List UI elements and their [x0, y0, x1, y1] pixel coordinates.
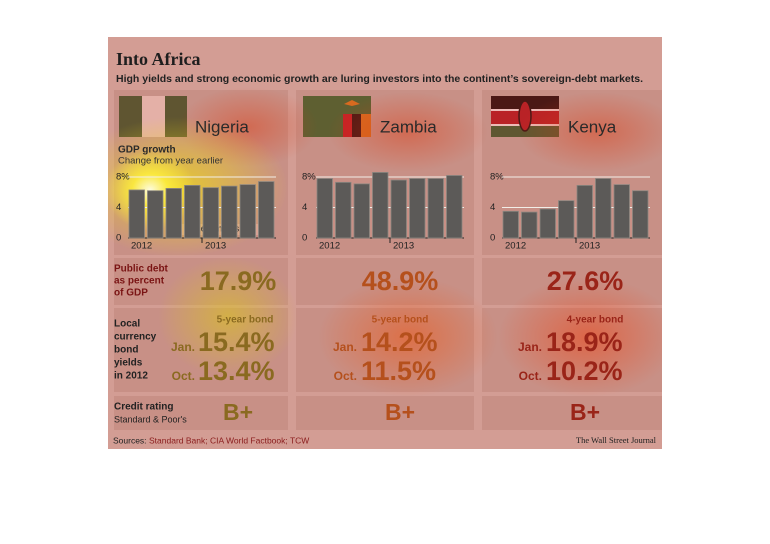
public-debt: 48.9% [362, 266, 439, 296]
yield-label: Local [114, 319, 140, 330]
x-tick-label: 2012 [131, 241, 152, 252]
y-tick-label: 4 [490, 202, 495, 213]
public-debt: 27.6% [547, 266, 624, 296]
bar [202, 187, 219, 239]
bar [239, 184, 256, 239]
bond-label: 5-year bond [372, 315, 429, 326]
bar [576, 184, 593, 239]
x-tick-label: 2013 [579, 241, 600, 252]
y-tick-label: 4 [302, 202, 307, 213]
country-name: Nigeria [195, 117, 249, 136]
rating: B+ [223, 399, 253, 425]
oct-label: Oct. [334, 369, 357, 383]
debt-label: Public debt [114, 264, 169, 275]
oct-label: Oct. [519, 369, 542, 383]
bond-label: 5-year bond [217, 315, 274, 326]
country-name: Kenya [568, 117, 617, 136]
x-tick-label: 2012 [319, 241, 340, 252]
debt-label: as percent [114, 276, 165, 287]
bar [613, 184, 630, 239]
bar [390, 179, 407, 239]
debt-label: of GDP [114, 288, 148, 299]
bar [539, 208, 556, 239]
public-debt: 17.9% [200, 266, 277, 296]
bond-label: 4-year bond [567, 315, 624, 326]
wsj-credit: The Wall Street Journal [576, 435, 657, 445]
y-tick-label: 8% [490, 172, 504, 183]
bar [595, 178, 612, 239]
sources-label: Sources: [113, 435, 147, 445]
estimates-label: estimates [201, 223, 240, 233]
subtitle: High yields and strong economic growth a… [116, 73, 643, 85]
y-tick-label: 0 [490, 233, 495, 244]
bar [184, 184, 201, 239]
credit-sub: Standard & Poor's [114, 414, 187, 424]
jan-yield: 14.2% [361, 327, 438, 357]
y-tick-label: 0 [302, 233, 307, 244]
yield-label: bond [114, 345, 138, 356]
yield-label: in 2012 [114, 371, 148, 382]
jan-yield: 18.9% [546, 327, 623, 357]
credit-label: Credit rating [114, 402, 173, 413]
rating: B+ [570, 399, 600, 425]
title: Into Africa [116, 49, 201, 69]
y-tick-label: 4 [116, 202, 121, 213]
bar [165, 188, 182, 239]
bar [427, 178, 444, 239]
bar [521, 211, 538, 239]
bar [335, 181, 352, 239]
bar [502, 210, 519, 239]
bar [632, 190, 649, 239]
country-name: Zambia [380, 117, 437, 136]
bar [409, 178, 426, 239]
bar [372, 172, 389, 239]
jan-label: Jan. [518, 340, 542, 354]
bar [558, 200, 575, 239]
y-tick-label: 8% [302, 172, 316, 183]
x-tick-label: 2012 [505, 241, 526, 252]
yield-label: currency [114, 332, 157, 343]
jan-label: Jan. [171, 340, 195, 354]
x-tick-label: 2013 [205, 241, 226, 252]
oct-yield: 11.5% [361, 356, 436, 386]
bar [221, 185, 238, 239]
jan-label: Jan. [333, 340, 357, 354]
oct-yield: 13.4% [198, 356, 275, 386]
yield-label: yields [114, 358, 143, 369]
y-tick-label: 0 [116, 233, 121, 244]
bar [258, 181, 275, 239]
bar [316, 178, 333, 239]
bar [147, 190, 164, 239]
oct-yield: 10.2% [546, 356, 623, 386]
bar [353, 183, 370, 239]
y-tick-label: 8% [116, 172, 130, 183]
bar [128, 189, 145, 239]
sources: Standard Bank; CIA World Factbook; TCW [149, 435, 309, 445]
gdp-label: GDP growth [118, 145, 176, 156]
bar [446, 175, 463, 239]
oct-label: Oct. [172, 369, 195, 383]
x-tick-label: 2013 [393, 241, 414, 252]
gdp-sub: Change from year earlier [118, 156, 223, 167]
jan-yield: 15.4% [198, 327, 275, 357]
rating: B+ [385, 399, 415, 425]
